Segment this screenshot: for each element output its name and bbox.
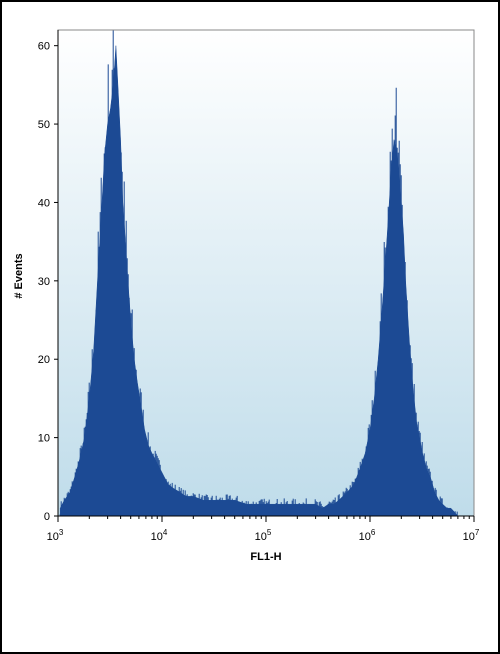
y-tick-label: 50 xyxy=(38,119,50,131)
x-tick-label: 104 xyxy=(151,528,168,543)
y-axis-title: # Events xyxy=(13,253,25,298)
histogram-fill xyxy=(59,45,459,516)
x-axis-ticks: 103 104 105 106 107 xyxy=(47,516,480,543)
x-axis-title: FL1-H xyxy=(250,551,281,563)
y-tick-label: 30 xyxy=(38,276,50,288)
y-tick-label: 0 xyxy=(44,511,50,523)
y-tick-label: 40 xyxy=(38,197,50,209)
x-tick-label: 107 xyxy=(463,528,480,543)
y-tick-label: 60 xyxy=(38,41,50,53)
y-axis-ticks: 0 10 20 30 40 50 60 xyxy=(38,41,58,523)
x-tick-label: 105 xyxy=(255,528,272,543)
y-tick-label: 10 xyxy=(38,433,50,445)
y-tick-label: 20 xyxy=(38,354,50,366)
x-tick-label: 103 xyxy=(47,528,64,543)
x-tick-label: 106 xyxy=(359,528,376,543)
